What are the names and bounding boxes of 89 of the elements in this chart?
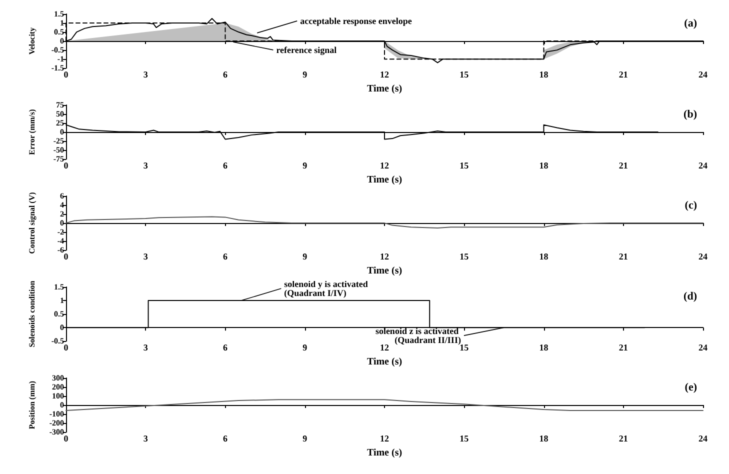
x-axis-title: Time (s) [366,266,402,276]
x-tick-label: 6 [223,342,228,353]
x-tick-label: 9 [302,160,308,171]
x-tick-label: 6 [223,252,228,262]
x-tick-label: 3 [143,252,148,262]
x-tick-label: 24 [698,342,708,353]
y-tick-label: -1 [57,54,64,64]
y-tick-label: 0.5 [54,28,64,37]
y-tick-label: 25 [56,118,64,128]
x-tick-label: 9 [302,434,308,444]
y-tick-label: -0.5 [51,336,64,346]
y-tick-label: 0 [60,400,64,410]
y-tick-label: -50 [53,146,64,155]
x-tick-label: 15 [460,160,470,171]
x-tick-label: 12 [380,342,390,353]
annotation: (d) [684,290,698,302]
x-tick-label: 21 [618,342,628,353]
y-tick-label: -2 [57,228,64,237]
y-tick-label: 50 [56,110,64,119]
x-tick-label: 21 [618,70,628,80]
y-axis-title: Control signal (V) [28,192,36,254]
x-tick-label: 24 [698,434,708,444]
x-tick-label: 3 [143,434,148,444]
y-tick-label: 100 [52,392,64,401]
y-tick-label: -200 [49,418,64,428]
x-tick-label: 12 [380,160,390,171]
x-tick-label: 12 [380,252,390,262]
x-tick-label: 6 [223,70,228,80]
y-tick-label: -300 [49,428,64,437]
x-tick-label: 3 [143,70,148,80]
y-tick-label: -25 [53,136,64,146]
x-tick-label: 18 [539,434,549,444]
x-tick-label: 18 [539,342,549,353]
y-axis-title: Velocity [28,27,36,55]
y-tick-label: 0.5 [54,310,64,319]
x-axis-title: Time (s) [366,84,402,94]
x-axis-title: Time (s) [366,448,402,458]
x-axis-title: Time (s) [366,356,402,368]
x-axis-title: Time (s) [366,174,402,186]
x-tick-label: 18 [539,160,549,171]
y-tick-label: 0 [60,128,64,137]
y-tick-label: 1.5 [54,282,64,292]
annotation: reference signal [276,44,338,55]
y-tick-label: -1.5 [51,64,64,73]
y-tick-label: 0 [60,218,64,228]
x-tick-label: 3 [143,342,148,353]
y-tick-label: 0 [60,323,64,332]
annotation: (b) [684,108,698,120]
y-tick-label: 1 [60,296,64,306]
y-tick-label: 2 [60,210,64,219]
y-tick-label: 300 [52,374,64,382]
annotation: (a) [684,18,698,30]
y-tick-label: -0.5 [51,46,64,55]
annotation: (c) [684,200,698,212]
annotation: (e) [684,382,698,394]
x-tick-label: 18 [539,70,549,80]
y-axis-title: Solenoids condition [28,280,36,348]
x-tick-label: 6 [223,160,228,171]
y-tick-label: 1 [60,18,64,28]
x-tick-label: 3 [143,160,148,171]
x-tick-label: 12 [380,70,390,80]
x-tick-label: 15 [460,70,470,80]
x-tick-label: 15 [460,252,470,262]
y-tick-label: 75 [56,100,64,110]
y-tick-label: 1.5 [54,10,64,18]
y-axis-title: Position (mm) [28,380,36,430]
x-tick-label: 15 [460,342,470,353]
y-tick-label: -75 [53,154,64,164]
y-tick-label: -6 [57,246,64,255]
x-tick-label: 9 [302,252,308,262]
y-tick-label: 0 [60,36,64,46]
x-tick-label: 24 [698,252,708,262]
x-tick-label: 21 [618,434,628,444]
x-tick-label: 6 [223,434,228,444]
annotation: solenoid z is activated (Quadrant II/III) [375,326,461,346]
x-tick-label: 24 [698,160,708,171]
y-axis-title: Error (mm/s) [28,108,36,155]
x-tick-label: 12 [380,434,390,444]
annotation: solenoid y is activated (Quadrant I/IV) [284,279,370,298]
x-tick-label: 21 [618,160,628,171]
x-tick-label: 15 [460,434,470,444]
y-tick-label: -100 [49,410,64,419]
x-tick-label: 9 [302,70,308,80]
x-tick-label: 24 [698,70,708,80]
y-tick-label: 200 [52,382,64,392]
x-tick-label: 21 [618,252,628,262]
annotation: acceptable response envelope [300,16,412,26]
x-tick-label: 9 [302,342,308,353]
x-tick-label: 18 [539,252,549,262]
